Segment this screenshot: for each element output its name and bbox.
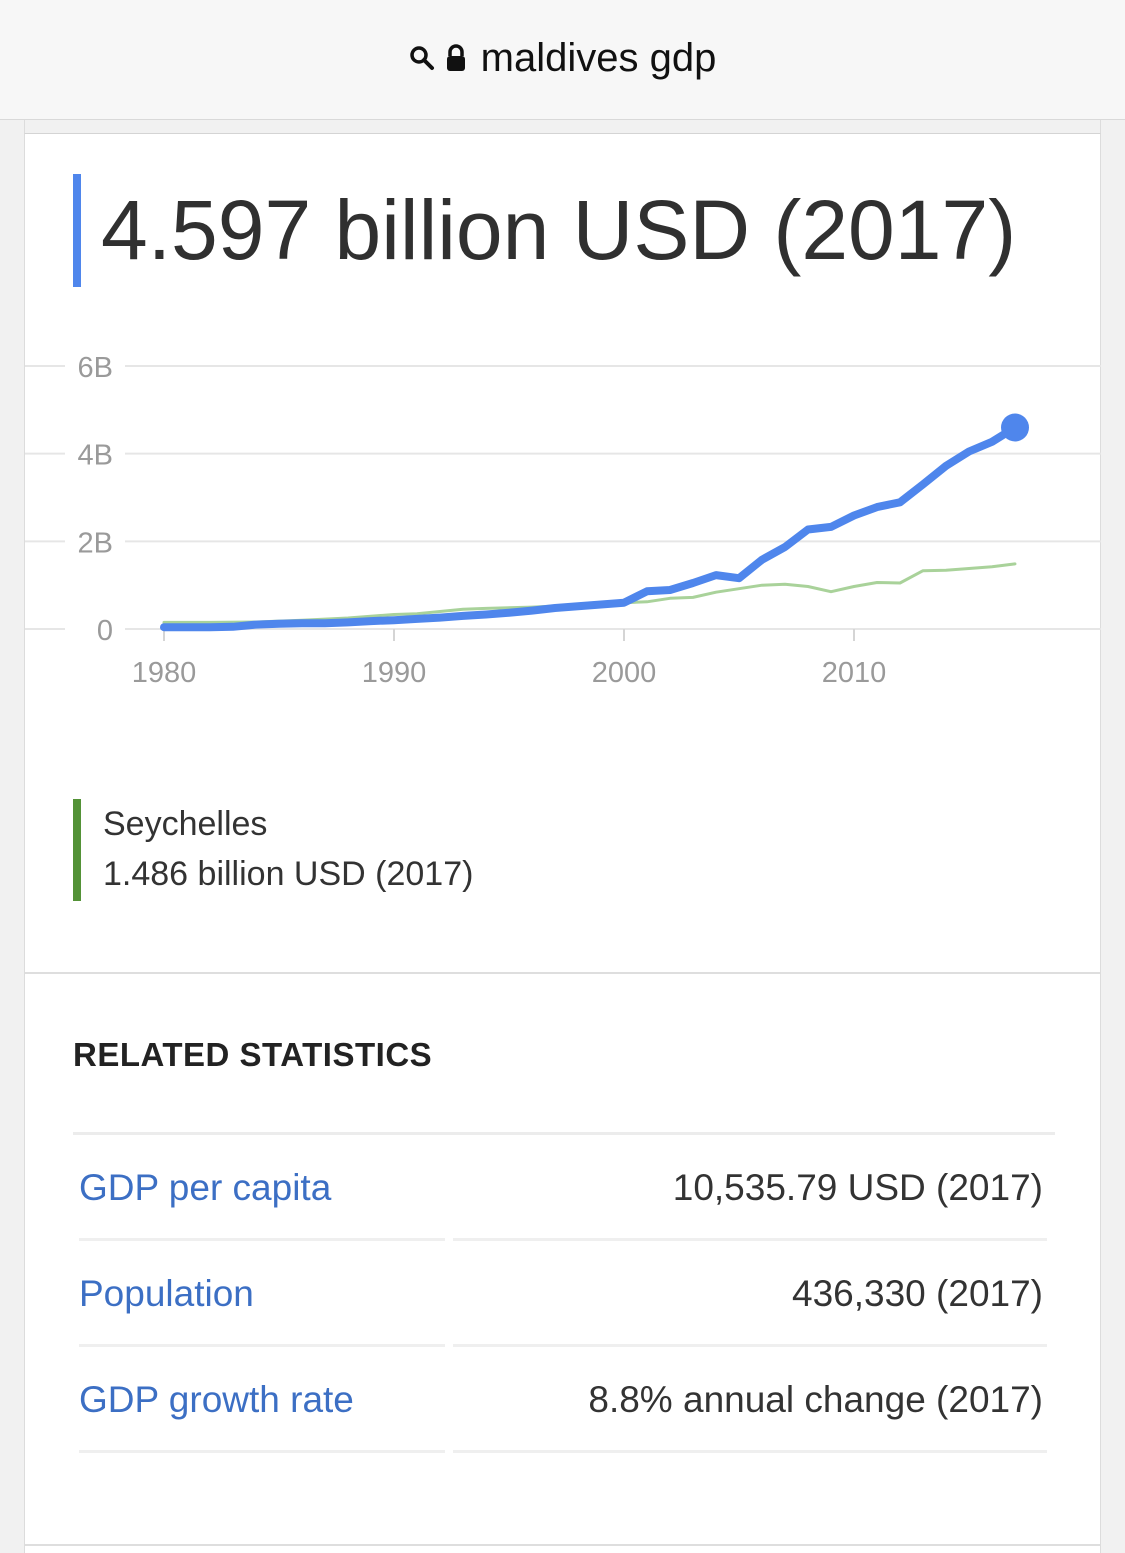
series-line-seychelles (162, 562, 1017, 624)
y-tick-label: 6B (78, 352, 113, 384)
url-text: maldives gdp (480, 35, 717, 80)
gdp-headline: 4.597 billion USD (2017) (73, 174, 1016, 287)
x-tick-label: 2000 (592, 657, 657, 689)
row-rule (79, 1450, 445, 1453)
legend-country: Seychelles (103, 805, 268, 843)
y-tick-label: 0 (97, 615, 113, 647)
y-tick-label: 4B (78, 440, 113, 472)
list-top-rule (73, 1132, 1055, 1135)
browser-address-bar: maldives gdp (0, 0, 1125, 120)
stat-row-gdp-per-capita: GDP per capita 10,535.79 USD (2017) (73, 1135, 1055, 1241)
previous-card-edge (24, 120, 1101, 133)
population-value: 436,330 (2017) (792, 1273, 1043, 1314)
legend-value: 1.486 billion USD (2017) (103, 855, 474, 893)
url-field[interactable]: maldives gdp (0, 30, 1125, 86)
series-end-point (1001, 413, 1029, 442)
row-rule (79, 1238, 445, 1241)
gdp-line-chart[interactable]: 0 2B 4B 6B 1980 1990 2000 2010 (25, 344, 1102, 784)
row-rule (79, 1344, 445, 1347)
stat-row-population: Population 436,330 (2017) (73, 1241, 1055, 1347)
population-link[interactable]: Population (79, 1273, 254, 1314)
x-tick-label: 1980 (132, 657, 197, 689)
search-icon (409, 45, 435, 71)
gdp-growth-rate-value: 8.8% annual change (2017) (588, 1379, 1043, 1420)
y-tick-label: 2B (78, 527, 113, 559)
comparison-legend: Seychelles 1.486 billion USD (2017) (73, 799, 473, 901)
gdp-per-capita-value: 10,535.79 USD (2017) (672, 1167, 1043, 1208)
related-statistics-list: GDP per capita 10,535.79 USD (2017) Popu… (73, 1132, 1055, 1453)
x-tick-label: 2010 (822, 657, 887, 689)
gdp-result-card: 4.597 billion USD (2017) 0 2B 4B 6B 1980 1990… (24, 133, 1101, 1553)
section-divider (25, 972, 1100, 974)
section-divider-bottom (25, 1544, 1100, 1546)
lock-icon (445, 44, 467, 72)
gdp-growth-rate-link[interactable]: GDP growth rate (79, 1379, 354, 1420)
row-rule (453, 1238, 1047, 1241)
row-rule (453, 1344, 1047, 1347)
related-statistics-heading: RELATED STATISTICS (73, 1036, 433, 1073)
series-line-maldives (160, 423, 1019, 632)
x-tick-label: 1990 (362, 657, 427, 689)
row-rule (453, 1450, 1047, 1453)
gdp-per-capita-link[interactable]: GDP per capita (79, 1167, 332, 1208)
stat-row-gdp-growth-rate: GDP growth rate 8.8% annual change (2017… (73, 1347, 1055, 1453)
